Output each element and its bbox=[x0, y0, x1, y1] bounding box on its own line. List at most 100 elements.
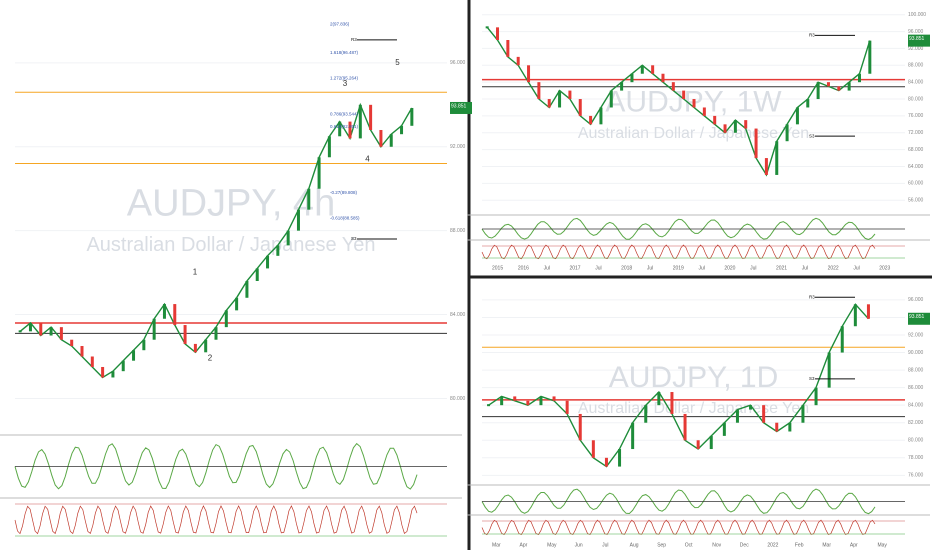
x-tick-label: Sep bbox=[657, 542, 666, 548]
x-tick-label: 2020 bbox=[724, 265, 735, 271]
candle bbox=[640, 65, 644, 74]
stochastic bbox=[14, 505, 418, 535]
x-tick-label: 2018 bbox=[621, 265, 632, 271]
pivot-label: S3 bbox=[809, 133, 815, 138]
y-tick-label: 84.000 bbox=[908, 79, 924, 85]
candle bbox=[618, 449, 622, 467]
candle bbox=[795, 107, 799, 125]
candle bbox=[837, 86, 841, 91]
candle bbox=[657, 392, 661, 406]
price-line bbox=[488, 303, 870, 468]
wave-label: 4 bbox=[365, 154, 370, 163]
x-tick-label: Jul bbox=[595, 265, 601, 271]
candle bbox=[565, 400, 569, 414]
candle bbox=[183, 325, 187, 344]
y-tick-label: 80.000 bbox=[908, 96, 924, 102]
watermark-title: AUDJPY, 4h bbox=[127, 183, 335, 225]
candle bbox=[589, 115, 593, 125]
candle bbox=[735, 409, 739, 423]
candle bbox=[744, 120, 748, 129]
candle bbox=[620, 82, 624, 91]
candle bbox=[749, 405, 753, 410]
candle bbox=[733, 120, 737, 133]
y-tick-label: 88.000 bbox=[908, 63, 924, 69]
x-tick-label: Jul bbox=[602, 542, 608, 548]
stochastic bbox=[481, 519, 876, 536]
y-tick-label: 92.000 bbox=[450, 144, 466, 150]
pivot-label: S3 bbox=[809, 376, 815, 381]
candle bbox=[754, 128, 758, 159]
candle bbox=[527, 65, 531, 83]
candle bbox=[327, 136, 331, 158]
candle bbox=[338, 121, 342, 137]
candle bbox=[775, 141, 779, 175]
candle bbox=[500, 396, 504, 406]
x-tick-label: Mar bbox=[492, 542, 501, 548]
price-label: 93.851 bbox=[909, 314, 925, 320]
fib-label: 2(97.836) bbox=[330, 22, 350, 27]
x-tick-label: Feb bbox=[795, 542, 804, 548]
candle bbox=[558, 90, 562, 108]
y-tick-label: 80.000 bbox=[908, 438, 924, 444]
oscillator bbox=[481, 488, 876, 515]
candle bbox=[764, 158, 768, 175]
candle bbox=[204, 339, 208, 353]
x-tick-label: 2016 bbox=[518, 265, 529, 271]
x-tick-label: 2022 bbox=[828, 265, 839, 271]
x-tick-label: May bbox=[547, 542, 557, 548]
price-label: 93.851 bbox=[451, 103, 467, 109]
y-tick-label: 60.000 bbox=[908, 181, 924, 187]
x-tick-label: Jul bbox=[699, 265, 705, 271]
fib-label: 1.272(95.264) bbox=[330, 76, 359, 81]
price-badge bbox=[908, 312, 930, 325]
candle bbox=[866, 304, 870, 319]
candle bbox=[578, 413, 582, 441]
wave-label: 5 bbox=[395, 58, 400, 67]
wave-label: 2 bbox=[208, 354, 213, 363]
candle bbox=[547, 99, 551, 108]
candle bbox=[816, 82, 820, 100]
candle bbox=[661, 73, 665, 83]
fib-label: -0.27(89.808) bbox=[330, 190, 358, 195]
candle bbox=[713, 115, 717, 125]
candle bbox=[39, 322, 43, 336]
candle bbox=[568, 90, 572, 100]
candle bbox=[266, 255, 270, 269]
x-tick-label: Jun bbox=[575, 542, 583, 548]
candle bbox=[506, 40, 510, 57]
y-tick-label: 80.000 bbox=[450, 396, 466, 402]
price-badge bbox=[450, 101, 472, 114]
y-tick-label: 96.000 bbox=[450, 60, 466, 66]
candle bbox=[696, 440, 700, 450]
candle bbox=[762, 405, 766, 423]
candle bbox=[379, 129, 383, 147]
pivot-label: R3 bbox=[809, 294, 815, 299]
y-tick-label: 90.000 bbox=[908, 350, 924, 356]
candle bbox=[142, 339, 146, 351]
y-tick-label: 92.000 bbox=[908, 332, 924, 338]
candle bbox=[132, 350, 136, 361]
x-tick-label: 2019 bbox=[673, 265, 684, 271]
candle bbox=[111, 371, 115, 378]
x-tick-label: 2017 bbox=[569, 265, 580, 271]
y-tick-label: 86.000 bbox=[908, 385, 924, 391]
oscillator bbox=[14, 442, 418, 490]
candle bbox=[609, 90, 613, 108]
candle bbox=[670, 392, 674, 414]
x-tick-label: 2021 bbox=[776, 265, 787, 271]
oscillator bbox=[481, 217, 876, 241]
y-tick-label: 92.000 bbox=[908, 46, 924, 52]
fib-label: 1.618(96.487) bbox=[330, 50, 359, 55]
candle bbox=[348, 121, 352, 139]
candle bbox=[814, 387, 818, 406]
candle bbox=[644, 405, 648, 423]
candle bbox=[868, 40, 872, 74]
fib-label: 0.618(92.951) bbox=[330, 124, 359, 129]
candle bbox=[651, 65, 655, 74]
candle bbox=[369, 104, 373, 130]
candle bbox=[526, 400, 530, 406]
pivot-label: R3 bbox=[809, 33, 815, 38]
candle bbox=[59, 327, 63, 340]
candle bbox=[599, 107, 603, 125]
x-tick-label: Jul bbox=[750, 265, 756, 271]
